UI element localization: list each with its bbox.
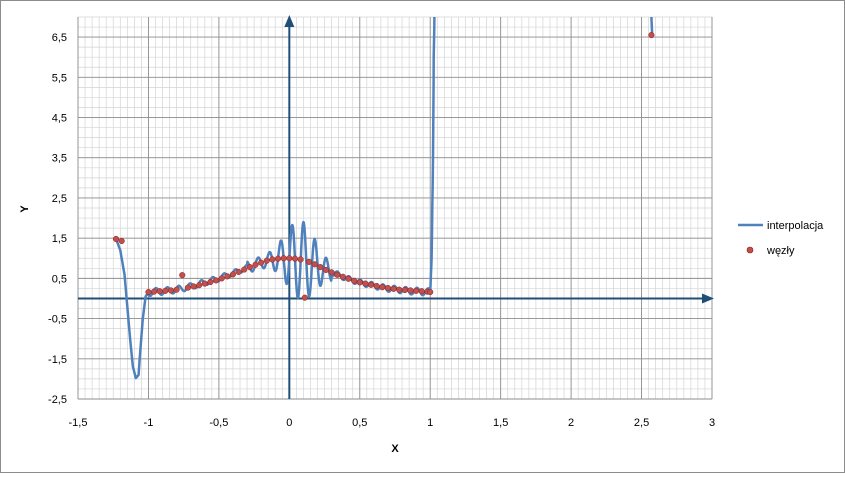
wezel-point xyxy=(190,283,197,290)
wezel-point xyxy=(367,281,375,288)
wezel-point xyxy=(258,259,265,266)
x-tick-label: -1,5 xyxy=(69,417,88,429)
wezel-point xyxy=(334,271,341,278)
wezel-point xyxy=(218,275,225,282)
wezel-point xyxy=(413,287,420,294)
wezel-point xyxy=(162,287,169,294)
x-tick-label: 0 xyxy=(286,417,292,429)
wezel-point xyxy=(275,255,282,262)
y-tick-label: 5,5 xyxy=(52,72,67,84)
y-axis-title: Y xyxy=(19,205,31,213)
wezel-point xyxy=(648,32,655,39)
legend: interpolacja węzły xyxy=(738,220,824,257)
y-tick-label: -0,5 xyxy=(48,314,67,326)
wezel-point xyxy=(207,278,214,286)
wezel-point xyxy=(156,288,163,295)
wezel-point xyxy=(291,255,299,262)
wezel-point xyxy=(145,288,152,296)
wezel-point xyxy=(362,280,369,287)
wezel-point xyxy=(384,284,392,292)
wezel-point xyxy=(280,255,287,262)
interpolacja-line-segment xyxy=(650,16,654,34)
wezel-point xyxy=(390,285,397,292)
wezel-point xyxy=(173,286,180,293)
wezel-point xyxy=(112,235,120,243)
x-tick-label: -0,5 xyxy=(209,417,228,429)
wezel-point xyxy=(306,258,313,265)
wezel-point xyxy=(151,288,158,295)
wezel-point xyxy=(427,288,434,296)
axes xyxy=(78,15,714,399)
x-tick-label: 0,5 xyxy=(352,417,367,429)
wezel-point xyxy=(213,277,220,284)
y-tick-label: 3,5 xyxy=(52,153,67,165)
wezel-point xyxy=(179,272,186,279)
legend-label-interpolacja: interpolacja xyxy=(767,220,824,232)
wezel-point xyxy=(401,286,408,294)
y-tick-labels: -2,5 -1,5 -0,5 0,5 1,5 2,5 3,5 4,5 5,5 6,5 xyxy=(48,32,67,406)
wezel-point xyxy=(196,282,203,289)
wezel-point xyxy=(339,273,346,280)
x-axis-title: X xyxy=(391,443,399,455)
wezel-point xyxy=(407,287,414,294)
wezel-point xyxy=(241,266,248,273)
y-tick-label: 4,5 xyxy=(52,113,67,125)
x-tick-label: 2 xyxy=(568,417,574,429)
y-tick-label: -2,5 xyxy=(48,394,67,406)
wezel-point xyxy=(351,277,358,284)
x-tick-label: 2,5 xyxy=(634,417,649,429)
wezel-point xyxy=(396,286,403,293)
wezel-point xyxy=(201,280,208,287)
wezel-point xyxy=(345,275,352,282)
wezel-point xyxy=(229,271,237,278)
wezel-point xyxy=(328,269,335,276)
wezel-point xyxy=(373,282,380,290)
wezel-point xyxy=(301,294,308,301)
x-tick-label: 1,5 xyxy=(493,417,508,429)
y-tick-label: -1,5 xyxy=(48,354,67,366)
x-tick-label: 3 xyxy=(709,417,715,429)
wezel-point xyxy=(224,273,231,280)
wezel-point xyxy=(356,279,363,286)
wezel-point xyxy=(317,264,324,271)
wezel-point xyxy=(263,257,270,264)
wezel-point xyxy=(118,237,125,245)
wezel-point xyxy=(252,261,259,268)
wezel-point xyxy=(286,255,293,262)
wezel-point xyxy=(167,287,175,294)
series-wezly xyxy=(112,32,655,301)
x-tick-labels: -1,5 -1 -0,5 0 0,5 1 1,5 2 2,5 3 xyxy=(69,417,716,429)
major-gridlines xyxy=(77,17,713,400)
x-tick-label: -1 xyxy=(144,417,154,429)
y-tick-label: 6,5 xyxy=(52,32,67,44)
wezel-point xyxy=(184,284,191,291)
wezel-point xyxy=(379,284,386,291)
legend-label-wezly: węzły xyxy=(766,245,795,257)
wezel-point xyxy=(269,256,276,263)
y-tick-label: 1,5 xyxy=(52,233,67,245)
wezel-point xyxy=(418,288,425,295)
minor-gridlines xyxy=(77,16,713,400)
wezel-point xyxy=(311,261,318,268)
legend-marker-swatch xyxy=(746,246,754,254)
x-axis-arrow xyxy=(702,293,714,304)
wezel-point xyxy=(322,266,330,273)
wezel-point xyxy=(297,256,304,263)
y-tick-label: 2,5 xyxy=(52,193,67,205)
wezel-point xyxy=(246,264,253,271)
y-axis-arrow xyxy=(284,15,295,27)
wezel-point xyxy=(235,268,242,275)
y-tick-label: 0,5 xyxy=(52,273,67,285)
x-tick-label: 1 xyxy=(427,417,433,429)
